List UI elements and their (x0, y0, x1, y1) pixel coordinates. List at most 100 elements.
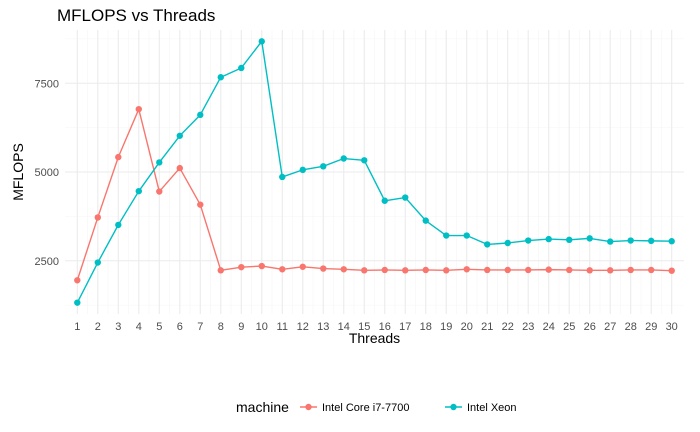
x-tick-label: 24 (543, 321, 555, 333)
data-point (586, 235, 593, 242)
data-point (115, 221, 122, 229)
x-tick-label: 7 (197, 321, 203, 333)
x-tick-label: 19 (440, 321, 452, 333)
data-point (320, 265, 327, 272)
y-tick-label: 7500 (35, 78, 59, 90)
data-point (176, 132, 183, 139)
x-tick-label: 25 (563, 321, 575, 333)
data-point (586, 267, 593, 274)
y-axis-ticks: 2500 5000 7500 (35, 78, 59, 268)
data-point (74, 299, 81, 306)
data-point (627, 266, 634, 274)
data-point (340, 155, 347, 162)
x-tick-label: 2 (95, 321, 101, 333)
legend: machine Intel Core i7-7700 Intel Xeon (236, 399, 517, 415)
x-tick-label: 23 (522, 321, 534, 333)
data-point (402, 267, 409, 274)
x-tick-label: 5 (156, 321, 162, 333)
series-points (74, 38, 675, 306)
data-point (320, 163, 327, 170)
series-lines (76, 40, 672, 303)
data-point (566, 266, 573, 274)
data-point (463, 266, 470, 273)
data-point (217, 74, 224, 81)
data-point (94, 214, 101, 221)
series-line-0 (76, 108, 672, 281)
data-point (504, 266, 511, 274)
data-point (648, 266, 655, 274)
series-line-1 (76, 40, 672, 303)
data-point (422, 217, 429, 224)
x-tick-label: 8 (218, 321, 224, 333)
data-point (238, 64, 245, 72)
x-tick-label: 4 (136, 321, 142, 333)
data-point (258, 38, 265, 45)
data-point (156, 159, 163, 166)
x-tick-label: 10 (256, 321, 268, 333)
x-tick-label: 17 (399, 321, 411, 333)
y-tick-label: 5000 (35, 167, 59, 179)
x-tick-label: 6 (177, 321, 183, 333)
x-tick-label: 12 (297, 321, 309, 333)
x-tick-label: 20 (461, 321, 473, 333)
x-tick-label: 14 (338, 321, 350, 333)
data-point (504, 239, 511, 247)
data-point (381, 266, 388, 274)
data-point (197, 201, 204, 208)
data-point (94, 259, 101, 266)
x-tick-label: 27 (604, 321, 616, 333)
legend-title: machine (236, 399, 289, 415)
data-point (484, 266, 491, 274)
x-tick-label: 3 (115, 321, 121, 333)
x-tick-label: 29 (645, 321, 657, 333)
data-point (627, 237, 634, 244)
data-point (668, 267, 675, 274)
y-axis-title: MFLOPS (10, 143, 26, 201)
data-point (525, 266, 532, 274)
x-tick-label: 1 (74, 321, 80, 333)
data-point (361, 267, 368, 274)
data-point (156, 188, 163, 195)
data-point (115, 153, 122, 161)
data-point (381, 197, 388, 204)
x-tick-label: 21 (481, 321, 493, 333)
x-axis-ticks: 1 2 3 4 5 6 7 8 9 10 11 12 13 14 15 16 17 18 19 20 21 22 23 24 2… (74, 321, 678, 333)
data-point (217, 267, 224, 274)
data-point (607, 238, 614, 245)
data-point (443, 267, 450, 274)
x-tick-label: 15 (358, 321, 370, 333)
legend-key-point (305, 403, 312, 411)
legend-label: Intel Xeon (467, 402, 517, 414)
data-point (340, 266, 347, 273)
x-axis-title: Threads (349, 330, 400, 346)
data-point (525, 237, 532, 244)
data-point (176, 164, 183, 172)
data-point (463, 232, 470, 239)
data-point (402, 194, 409, 201)
x-tick-label: 13 (317, 321, 329, 333)
legend-key-point (450, 403, 457, 411)
data-point (299, 166, 306, 174)
data-point (361, 157, 368, 164)
data-point (443, 232, 450, 239)
data-point (545, 266, 552, 273)
data-point (668, 238, 675, 245)
y-tick-label: 2500 (35, 256, 59, 268)
data-point (299, 263, 306, 270)
data-point (422, 266, 429, 274)
data-point (279, 173, 286, 181)
x-tick-label: 28 (625, 321, 637, 333)
data-point (74, 277, 81, 284)
x-tick-label: 18 (420, 321, 432, 333)
data-point (648, 237, 655, 245)
data-point (566, 236, 573, 244)
data-point (545, 235, 552, 243)
data-point (484, 241, 491, 248)
data-point (197, 111, 204, 119)
data-point (135, 105, 142, 113)
data-point (258, 262, 265, 270)
x-tick-label: 30 (666, 321, 678, 333)
data-point (135, 187, 142, 195)
x-tick-label: 11 (277, 321, 288, 333)
